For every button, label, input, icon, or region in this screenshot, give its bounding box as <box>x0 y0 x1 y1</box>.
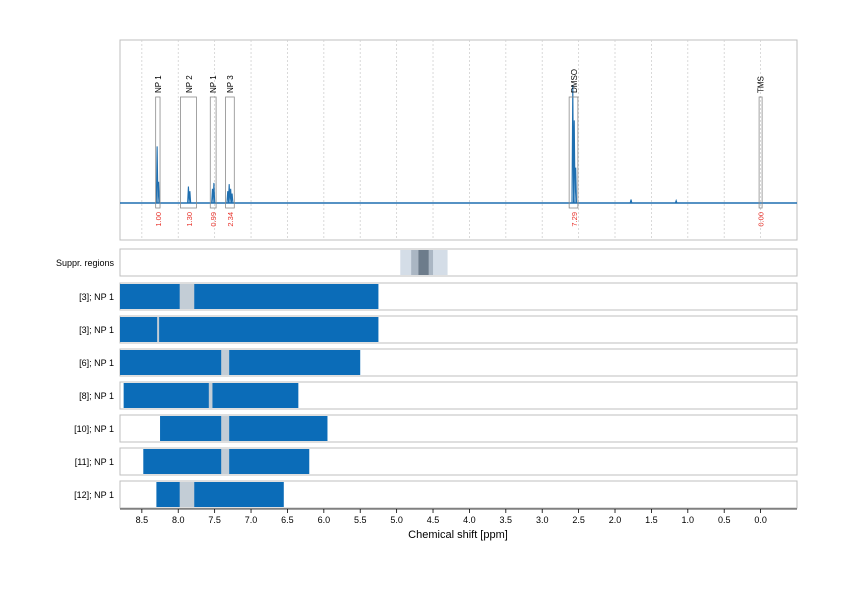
range-gap <box>179 482 195 507</box>
x-tick-label: 1.0 <box>682 515 695 525</box>
suppression-band <box>418 250 429 275</box>
range-row-label: [8]; NP 1 <box>79 391 114 401</box>
x-tick-label: 8.5 <box>136 515 149 525</box>
range-gap <box>221 416 230 441</box>
x-tick-label: 4.5 <box>427 515 440 525</box>
x-tick-label: 0.0 <box>754 515 767 525</box>
x-axis-label: Chemical shift [ppm] <box>408 529 508 541</box>
integration-region-box <box>155 96 161 209</box>
x-tick-label: 6.0 <box>318 515 331 525</box>
x-tick-label: 8.0 <box>172 515 185 525</box>
x-tick-label: 7.0 <box>245 515 258 525</box>
suppression-frame <box>119 248 798 277</box>
range-bar <box>160 416 328 441</box>
x-tick-label: 4.0 <box>463 515 476 525</box>
integral-value: 1.00 <box>154 212 163 227</box>
suppression-label: Suppr. regions <box>56 258 115 268</box>
integral-value: 7.29 <box>570 212 579 227</box>
integration-region-box <box>209 96 217 209</box>
spectrum-panel: NP 1 1.00 NP 2 1.30 NP 1 0.99 NP 3 2.34 DMSO 7.29… <box>119 39 798 241</box>
range-bar <box>120 284 379 309</box>
x-tick-label: 3.0 <box>536 515 549 525</box>
region-label: NP 1 <box>209 75 218 93</box>
range-row-label: [3]; NP 1 <box>79 292 114 302</box>
x-axis: 8.5 8.0 7.5 7.0 6.5 6.0 5.5 5.0 4.5 4.0 3.5 3.0 2.5 2… <box>120 508 797 525</box>
integration-region-box <box>568 96 579 209</box>
region-label: NP 2 <box>185 75 194 93</box>
range-gap <box>221 449 230 474</box>
range-gap <box>179 284 195 309</box>
x-tick-label: 2.0 <box>609 515 622 525</box>
x-tick-label: 6.5 <box>281 515 294 525</box>
region-label: NP 1 <box>154 75 163 93</box>
spectrum-frame <box>119 39 798 241</box>
range-gap <box>221 350 230 375</box>
range-row-label: [11]; NP 1 <box>75 457 114 467</box>
x-tick-label: 7.5 <box>208 515 221 525</box>
integration-region-box <box>225 96 235 209</box>
x-tick-label: 1.5 <box>645 515 658 525</box>
range-row-label: [10]; NP 1 <box>74 424 114 434</box>
range-gap <box>157 317 160 342</box>
integral-value: 0.99 <box>209 212 218 227</box>
integral-value: 2.34 <box>226 212 235 227</box>
spectrum-line <box>120 84 797 204</box>
range-row-label: [3]; NP 1 <box>79 325 114 335</box>
x-tick-label: 0.5 <box>718 515 731 525</box>
suppression-panel: Suppr. regions <box>56 248 798 277</box>
x-tick-label: 2.5 <box>572 515 585 525</box>
range-bar <box>120 350 361 375</box>
range-bar <box>120 317 379 342</box>
integration-region-box <box>758 96 763 209</box>
range-row-label: [6]; NP 1 <box>79 358 114 368</box>
range-row-label: [12]; NP 1 <box>74 490 114 500</box>
x-tick-label: 5.5 <box>354 515 367 525</box>
range-bar <box>156 482 284 507</box>
region-label: NP 3 <box>226 75 235 93</box>
region-label: DMSO <box>570 69 579 93</box>
integration-region-box <box>180 96 197 209</box>
range-gap <box>208 383 213 408</box>
x-tick-label: 3.5 <box>500 515 513 525</box>
x-tick-label: 5.0 <box>390 515 403 525</box>
range-rows-panel: [3]; NP 1 [3]; NP 1 [6]; NP 1 [8]; NP 1 [10]… <box>74 282 798 509</box>
integral-value: 1.30 <box>185 212 194 227</box>
region-label: TMS <box>757 76 766 93</box>
integral-value: 0.00 <box>757 212 766 227</box>
